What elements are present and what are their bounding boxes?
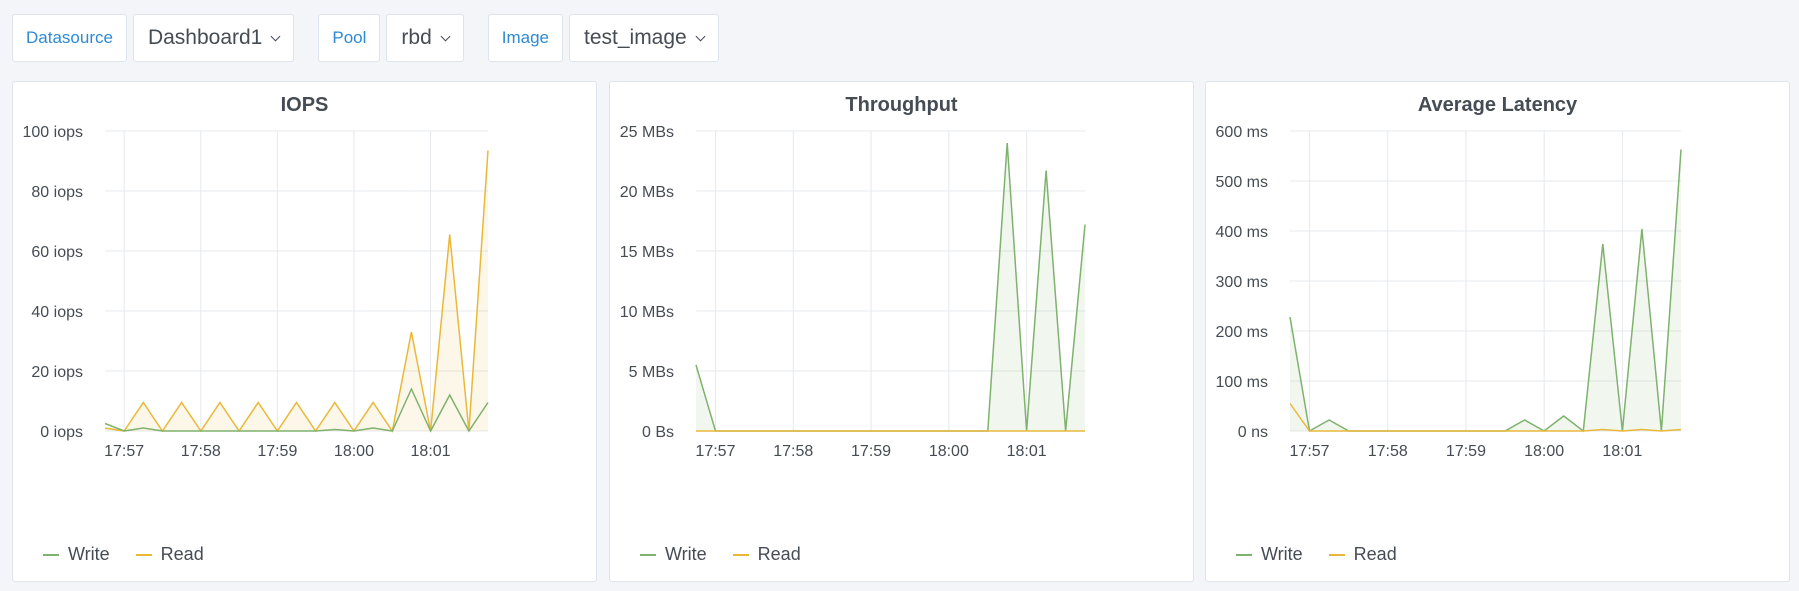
variable-pool: Pool rbd [318, 14, 464, 62]
y-tick-label: 40 iops [31, 304, 83, 321]
legend: Write Read [43, 544, 204, 565]
datasource-dropdown[interactable]: Dashboard1 [132, 14, 295, 62]
y-tick-label: 500 ms [1216, 174, 1268, 191]
chevron-down-icon [695, 31, 706, 41]
legend-label-write: Write [68, 544, 110, 564]
y-tick-label: 15 MBs [620, 244, 674, 261]
legend-item-read[interactable]: Read [1328, 544, 1397, 565]
latency-panel: Average Latency 0 ns 100 ms 200 ms 300 ms 40… [1205, 81, 1790, 582]
legend-swatch-read [135, 553, 152, 556]
legend: Write Read [1236, 544, 1397, 565]
throughput-chart: 0 Bs 5 MBs 10 MBs 15 MBs 20 MBs 25 MBs 17:57 17… [620, 124, 1086, 460]
datasource-value: Dashboard1 [147, 26, 263, 49]
chevron-down-icon [440, 31, 451, 41]
x-tick-label: 17:58 [773, 443, 813, 460]
legend-swatch-write [43, 553, 59, 556]
latency-chart: 0 ns 100 ms 200 ms 300 ms 400 ms 500 ms 600 ms… [1216, 124, 1682, 460]
x-tick-label: 17:59 [257, 443, 297, 460]
iops-chart: 0 iops 20 iops 40 iops 60 iops 80 iops 100 io… [23, 124, 489, 460]
variable-label-pool: Pool [318, 14, 381, 62]
legend-swatch-write [640, 553, 656, 556]
legend-item-write[interactable]: Write [43, 544, 110, 565]
x-tick-label: 17:59 [1446, 443, 1486, 460]
legend-swatch-read [1328, 553, 1345, 556]
chevron-down-icon [270, 31, 281, 41]
y-tick-label: 400 ms [1216, 224, 1268, 241]
throughput-panel: Throughput 0 Bs 5 MBs 10 MBs 15 MBs 20 MBs 25… [609, 81, 1194, 582]
y-tick-label: 200 ms [1216, 324, 1268, 341]
y-tick-label: 80 iops [31, 184, 83, 201]
iops-panel: IOPS 0 iops 20 iops 40 iops 60 iops 80 iops 1… [12, 81, 597, 582]
y-tick-label: 10 MBs [620, 304, 674, 321]
legend-label-read: Read [160, 544, 204, 564]
y-tick-label: 600 ms [1216, 124, 1268, 141]
y-tick-label: 20 MBs [620, 184, 674, 201]
x-tick-label: 18:00 [929, 443, 969, 460]
y-tick-label: 25 MBs [620, 124, 674, 141]
legend-swatch-read [732, 553, 749, 556]
y-tick-label: 100 iops [23, 124, 84, 141]
x-tick-label: 18:01 [1007, 443, 1047, 460]
y-tick-label: 100 ms [1216, 374, 1268, 391]
x-tick-label: 18:01 [411, 443, 451, 460]
x-tick-label: 17:57 [104, 443, 144, 460]
image-dropdown[interactable]: test_image [569, 14, 719, 62]
y-tick-label: 0 iops [40, 424, 83, 441]
variable-image: Image test_image [487, 14, 719, 62]
x-tick-label: 17:57 [1290, 443, 1330, 460]
x-tick-label: 17:58 [181, 443, 221, 460]
series-area-write [1290, 149, 1681, 431]
series-line-read[interactable] [104, 150, 489, 433]
variable-label-image: Image [487, 14, 563, 62]
legend-label-read: Read [757, 544, 801, 564]
y-tick-label: 5 MBs [629, 364, 674, 381]
legend-item-write[interactable]: Write [640, 544, 707, 565]
legend-label-write: Write [1261, 544, 1303, 564]
legend-label-read: Read [1353, 544, 1397, 564]
panel-title[interactable]: Throughput [845, 94, 958, 116]
y-tick-label: 20 iops [31, 364, 83, 381]
variables-bar: Datasource Dashboard1 Pool rbd Image tes… [12, 14, 743, 62]
legend-item-read[interactable]: Read [135, 544, 204, 565]
legend: Write Read [640, 544, 801, 565]
x-tick-label: 18:01 [1602, 443, 1642, 460]
x-tick-label: 17:58 [1368, 443, 1408, 460]
y-tick-label: 0 ns [1238, 424, 1268, 441]
y-tick-label: 300 ms [1216, 274, 1268, 291]
x-tick-label: 18:00 [1524, 443, 1564, 460]
legend-label-write: Write [665, 544, 707, 564]
pool-value: rbd [401, 26, 432, 49]
x-tick-label: 17:57 [695, 443, 735, 460]
series-line-write[interactable] [104, 387, 489, 433]
panel-title[interactable]: IOPS [280, 94, 329, 116]
variable-label-datasource: Datasource [12, 14, 127, 62]
variable-datasource: Datasource Dashboard1 [12, 14, 295, 62]
legend-item-read[interactable]: Read [732, 544, 801, 565]
image-value: test_image [584, 26, 687, 49]
legend-item-write[interactable]: Write [1236, 544, 1303, 565]
x-tick-label: 17:59 [851, 443, 891, 460]
panel-title[interactable]: Average Latency [1417, 94, 1578, 116]
legend-swatch-write [1236, 553, 1252, 556]
pool-dropdown[interactable]: rbd [386, 14, 464, 62]
series-line-read[interactable] [1289, 403, 1682, 432]
y-tick-label: 60 iops [31, 244, 83, 261]
y-tick-label: 0 Bs [642, 424, 674, 441]
x-tick-label: 18:00 [334, 443, 374, 460]
